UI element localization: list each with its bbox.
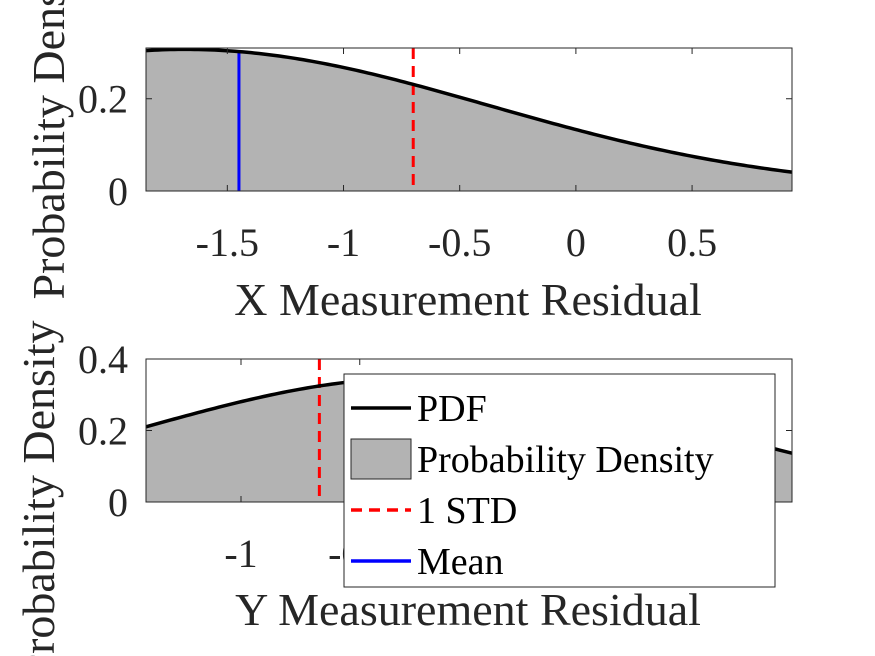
legend-items: PDF Probability Density 1 STD Mean bbox=[350, 388, 714, 583]
top-plot-area bbox=[145, 47, 793, 192]
legend-swatch-patch bbox=[350, 438, 412, 480]
top-pdf-curve bbox=[145, 47, 793, 174]
legend-label: Mean bbox=[417, 541, 504, 583]
legend-label: Probability Density bbox=[417, 439, 714, 481]
legend-label: PDF bbox=[417, 388, 487, 430]
top-x-tick-label: -1 bbox=[327, 220, 360, 265]
top-axes-box bbox=[145, 47, 793, 192]
top-y-ticks: 00.2 bbox=[78, 77, 792, 214]
top-y-axis-label: Probability Density bbox=[23, 0, 74, 300]
top-axes: -1.5 -1 -0.5 0 0.5 00.2 X Measurement Residu… bbox=[23, 0, 793, 325]
bottom-y-axis-label: Probability Density bbox=[13, 320, 64, 656]
top-x-ticks: -1.5 -1 -0.5 0 0.5 bbox=[196, 48, 717, 265]
top-x-axis-label: X Measurement Residual bbox=[234, 274, 702, 325]
legend: PDF Probability Density 1 STD Mean bbox=[343, 373, 776, 588]
bottom-y-tick-label: 0.4 bbox=[78, 337, 128, 382]
bottom-x-tick-label: -1 bbox=[224, 531, 257, 576]
bottom-y-ticks: 0 0.2 0.4 bbox=[78, 337, 792, 525]
bottom-y-tick-label: 0 bbox=[108, 480, 128, 525]
top-y-tick-label: 0 bbox=[108, 169, 128, 214]
top-density-area bbox=[146, 49, 792, 191]
top-x-tick-label: -1.5 bbox=[196, 220, 259, 265]
top-x-tick-label: 0.5 bbox=[667, 220, 717, 265]
legend-label: 1 STD bbox=[417, 490, 517, 532]
bottom-y-tick-label: 0.2 bbox=[78, 409, 128, 454]
bottom-x-axis-label: Y Measurement Residual bbox=[235, 584, 701, 635]
top-x-tick-label: 0 bbox=[566, 220, 586, 265]
top-y-tick-label: 0.2 bbox=[78, 77, 128, 122]
legend-box bbox=[343, 373, 776, 588]
top-x-tick-label: -0.5 bbox=[428, 220, 491, 265]
